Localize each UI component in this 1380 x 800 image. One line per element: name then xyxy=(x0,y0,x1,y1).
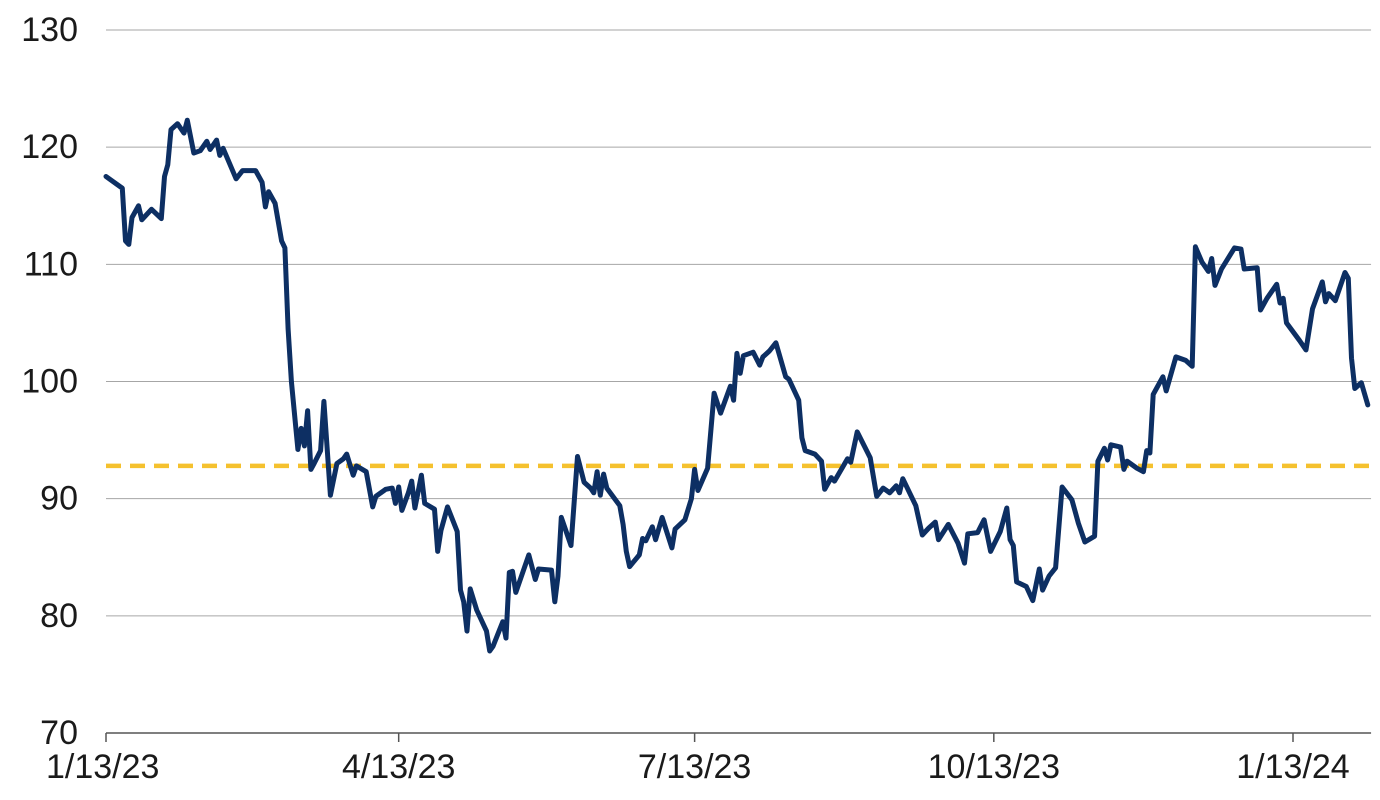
data-line xyxy=(103,117,1371,654)
x-tick-label: 1/13/24 xyxy=(1236,748,1349,786)
x-tick-label: 7/13/23 xyxy=(638,748,751,786)
y-tick-label: 110 xyxy=(24,245,78,283)
y-tick-label: 120 xyxy=(21,128,78,166)
y-tick-label: 80 xyxy=(40,597,78,635)
y-tick-label: 130 xyxy=(21,11,78,49)
y-tick-label: 100 xyxy=(21,363,78,401)
x-tick-label: 10/13/23 xyxy=(928,748,1060,786)
x-tick-label: 1/13/23 xyxy=(46,748,159,786)
y-tick-label: 70 xyxy=(40,714,78,752)
y-tick-label: 90 xyxy=(40,480,78,518)
x-tick-label: 4/13/23 xyxy=(342,748,455,786)
